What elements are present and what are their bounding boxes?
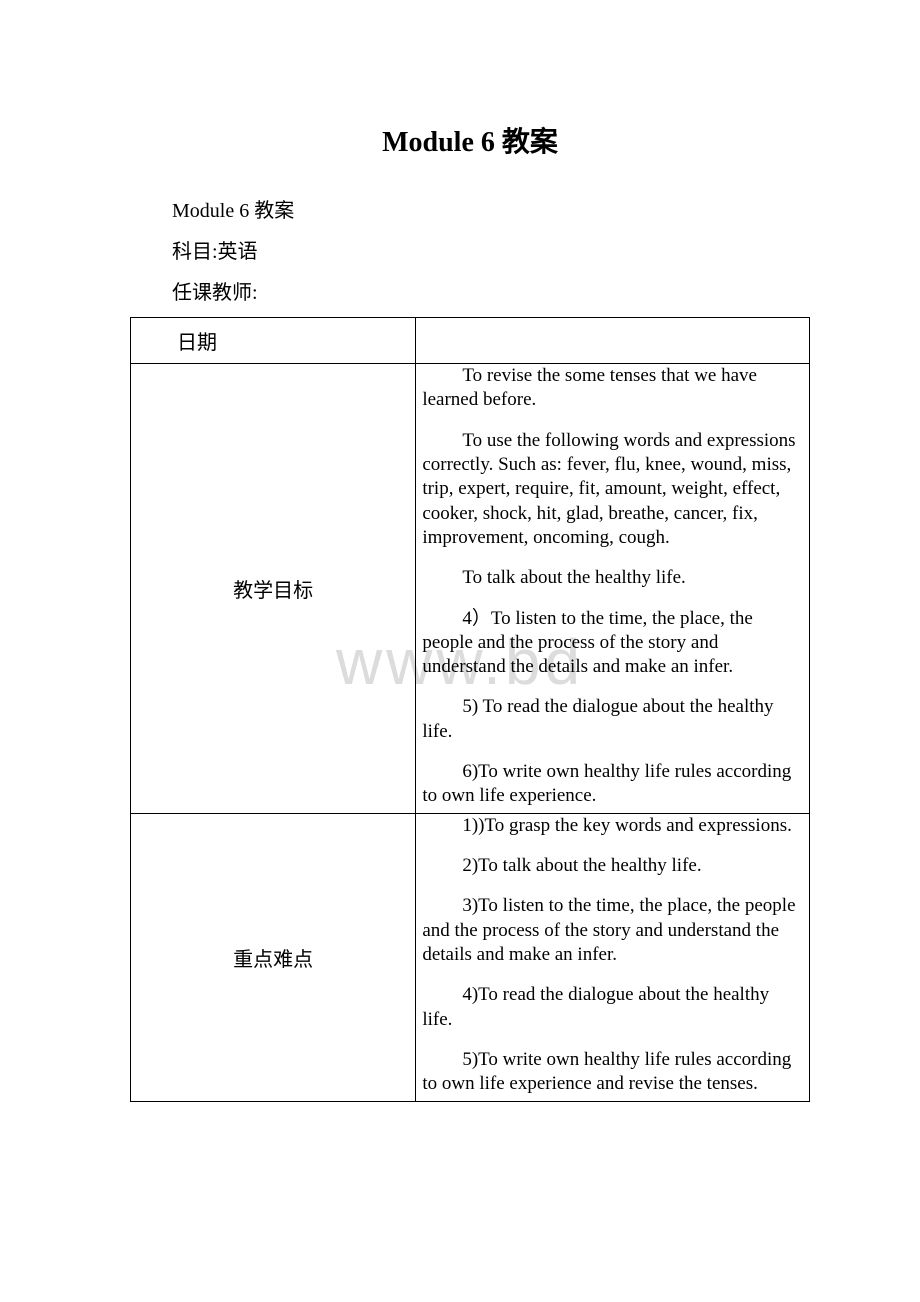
keypoint-para: 5)To write own healthy life rules accord… bbox=[422, 1048, 803, 1097]
objective-para: To revise the some tenses that we have l… bbox=[422, 364, 803, 413]
objective-para: 4）To listen to the time, the place, the … bbox=[422, 607, 803, 680]
meta-line-2: 科目:英语 bbox=[130, 235, 810, 264]
row-content-objectives: To revise the some tenses that we have l… bbox=[416, 364, 810, 814]
keypoint-para: 2)To talk about the healthy life. bbox=[422, 854, 803, 878]
meta-line-1: Module 6 教案 bbox=[130, 194, 810, 223]
label-text: 重点难点 bbox=[233, 949, 313, 971]
row-label-keypoints: 重点难点 bbox=[131, 813, 416, 1101]
table-row: 日期 bbox=[131, 318, 810, 364]
label-text: 教学目标 bbox=[233, 580, 313, 602]
row-label-objectives: 教学目标 bbox=[131, 364, 416, 814]
lesson-plan-table: 日期 教学目标 To revise the some tenses that w… bbox=[130, 317, 810, 1102]
label-text: 日期 bbox=[177, 332, 217, 354]
page-title: Module 6 教案 bbox=[130, 120, 810, 160]
row-label-date: 日期 bbox=[131, 318, 416, 364]
row-content-date bbox=[416, 318, 810, 364]
table-row: 重点难点 1))To grasp the key words and expre… bbox=[131, 813, 810, 1101]
objective-para: 6)To write own healthy life rules accord… bbox=[422, 760, 803, 809]
table-row: 教学目标 To revise the some tenses that we h… bbox=[131, 364, 810, 814]
keypoint-para: 3)To listen to the time, the place, the … bbox=[422, 894, 803, 967]
objective-para: To use the following words and expressio… bbox=[422, 429, 803, 551]
keypoint-para: 1))To grasp the key words and expression… bbox=[422, 814, 803, 838]
keypoint-para: 4)To read the dialogue about the healthy… bbox=[422, 983, 803, 1032]
objective-para: 5) To read the dialogue about the health… bbox=[422, 695, 803, 744]
objective-para: To talk about the healthy life. bbox=[422, 566, 803, 590]
row-content-keypoints: 1))To grasp the key words and expression… bbox=[416, 813, 810, 1101]
meta-line-3: 任课教师: bbox=[130, 276, 810, 305]
